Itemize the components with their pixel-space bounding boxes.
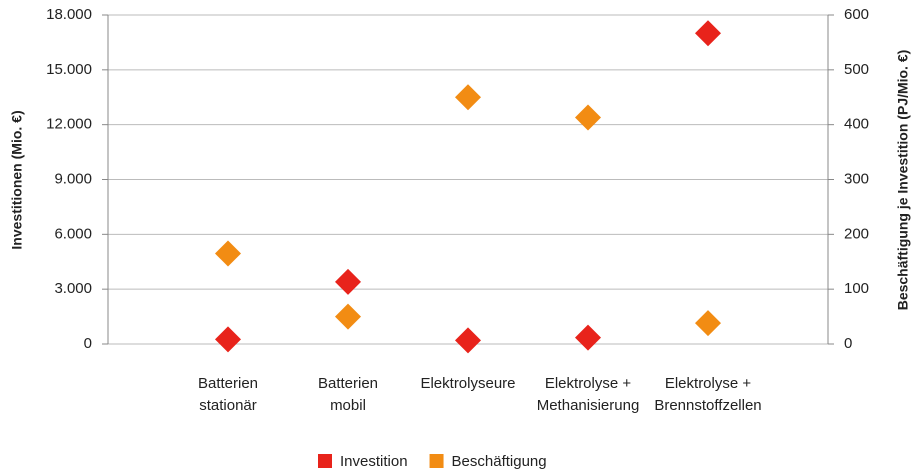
marker	[335, 268, 361, 295]
y-tick-label: 9.000	[54, 170, 92, 187]
y-tick-label: 3.000	[54, 280, 92, 297]
y2-tick-label: 500	[844, 61, 869, 78]
legend-label: Beschäftigung	[452, 453, 547, 470]
marker	[455, 327, 481, 354]
y2-tick-label: 600	[844, 6, 869, 23]
marker	[695, 310, 721, 337]
legend-swatch	[318, 454, 332, 468]
y-axis-label: Investitionen (Mio. €)	[9, 110, 25, 249]
marker	[215, 326, 241, 353]
x-tick-label: Elektrolyse + Methanisierung	[537, 375, 640, 414]
y-tick-label: 18.000	[46, 6, 92, 23]
y2-axis-label: Beschäftigung je Investition (PJ/Mio. €)	[895, 50, 911, 311]
y2-tick-label: 200	[844, 225, 869, 242]
x-tick-line: stationär	[199, 397, 257, 414]
x-tick-line: Brennstoffzellen	[654, 397, 761, 414]
y2-tick-label: 0	[844, 335, 852, 352]
marker	[575, 324, 601, 351]
x-tick-line: Elektrolyseure	[420, 375, 515, 392]
marker	[215, 240, 241, 267]
x-tick-line: Elektrolyse +	[545, 375, 632, 392]
y-tick-label: 12.000	[46, 116, 92, 133]
marker	[575, 104, 601, 131]
x-tick-line: Elektrolyse +	[665, 375, 752, 392]
x-tick-label: Elektrolyse + Brennstoffzellen	[654, 375, 761, 414]
y2-tick-label: 100	[844, 280, 869, 297]
y2-tick-label: 400	[844, 116, 869, 133]
legend-label: Investition	[340, 453, 408, 470]
y-tick-label: 6.000	[54, 225, 92, 242]
y-tick-label: 0	[84, 335, 92, 352]
x-tick-label: Elektrolyseure	[420, 375, 515, 392]
x-tick-line: Batterien	[198, 375, 258, 392]
y-tick-label: 15.000	[46, 61, 92, 78]
marker	[455, 84, 481, 111]
x-tick-line: mobil	[330, 397, 366, 414]
y2-tick-label: 300	[844, 170, 869, 187]
x-tick-label: Batterien mobil	[318, 375, 378, 414]
legend-swatch	[429, 454, 444, 468]
marker	[335, 303, 361, 330]
x-tick-label: Batterien stationär	[198, 375, 258, 414]
marker	[695, 20, 721, 47]
x-tick-line: Batterien	[318, 375, 378, 392]
x-tick-line: Methanisierung	[537, 397, 640, 414]
